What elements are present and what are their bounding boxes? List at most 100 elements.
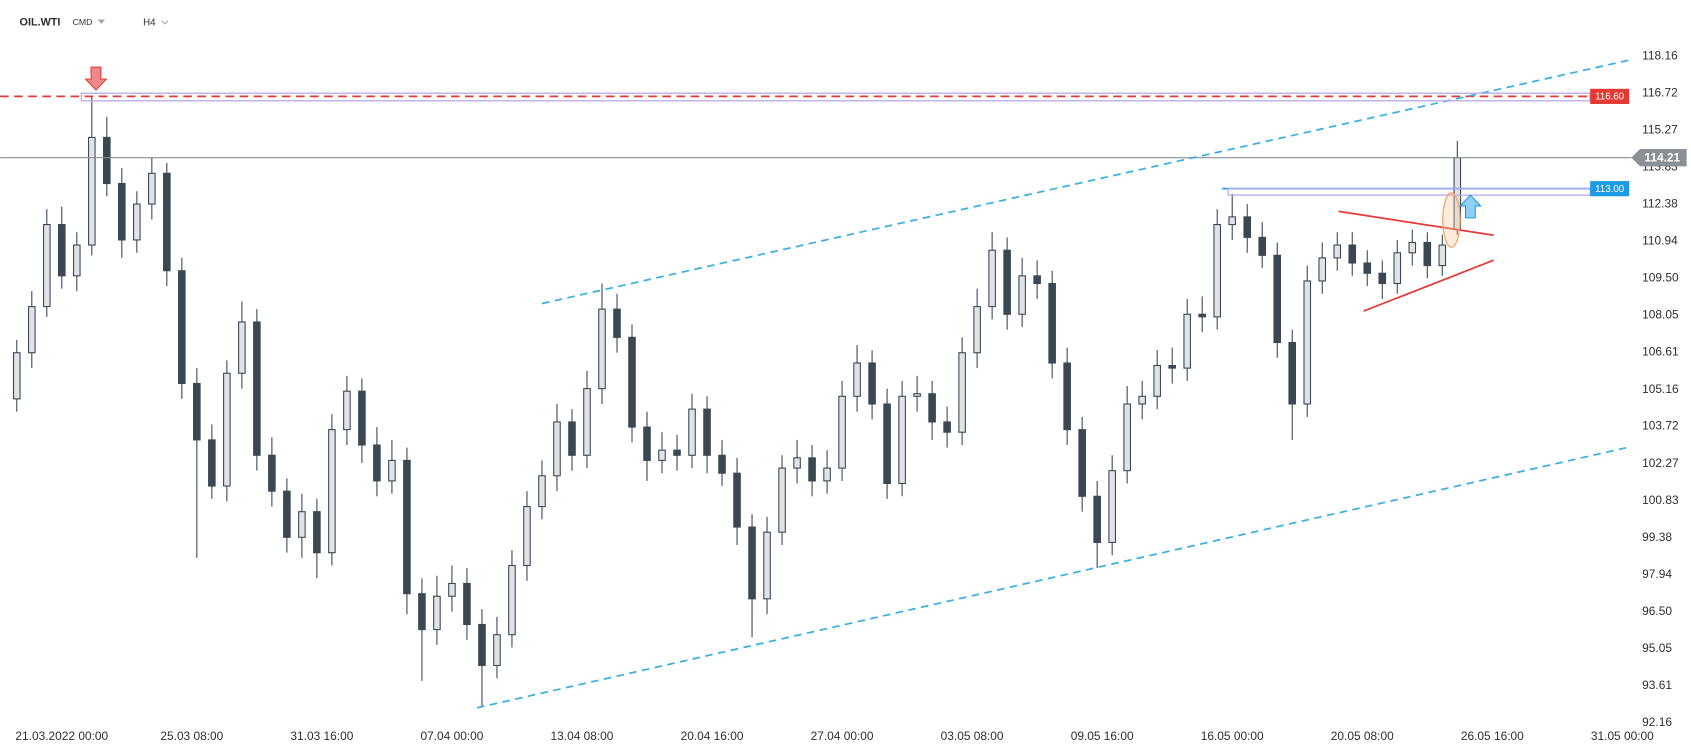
highlight-box [1227, 187, 1591, 196]
candle-body [403, 459, 411, 595]
candle-body [868, 362, 876, 405]
candle-body [1288, 341, 1297, 405]
candle-body [583, 388, 591, 456]
candle-body [688, 408, 696, 456]
interval[interactable]: H4 [143, 17, 156, 28]
candle-body [1393, 252, 1402, 285]
candle-body [988, 249, 996, 308]
candle-body [163, 172, 171, 272]
candle-body [463, 582, 471, 626]
y-tick-label: 115.27 [1642, 123, 1678, 137]
candle-body [1138, 395, 1146, 405]
candles [12, 96, 1462, 707]
triangle-lower [1363, 259, 1495, 312]
candle-body [598, 308, 606, 390]
x-tick-label: 21.03.2022 00:00 [15, 729, 108, 743]
y-tick-label: 97.94 [1642, 567, 1672, 581]
y-tick-label: 100.83 [1642, 493, 1679, 507]
candle-body [118, 183, 126, 241]
candle-body [1078, 429, 1086, 497]
x-tick-label: 07.04 00:00 [420, 729, 483, 743]
candle-body [808, 457, 816, 482]
y-tick-label: 99.38 [1642, 530, 1672, 544]
candle-body [973, 306, 981, 354]
y-tick-label: 105.16 [1642, 382, 1679, 396]
candle-body [793, 457, 801, 469]
y-tick-label: 102.27 [1642, 456, 1679, 470]
highlight-ellipse [1442, 192, 1461, 248]
x-tick-label: 31.03 16:00 [290, 729, 353, 743]
candle-body [928, 393, 936, 423]
channel-lower [476, 445, 1632, 709]
candle-body [913, 393, 921, 397]
candle-body [493, 634, 501, 667]
candle-body [523, 506, 531, 567]
candle-body [1048, 282, 1056, 364]
triangle-upper [1338, 210, 1494, 237]
candle-body [313, 511, 321, 554]
candle-body [43, 224, 51, 308]
x-tick-label: 20.05 08:00 [1331, 729, 1394, 743]
y-tick-label: 106.61 [1642, 345, 1679, 359]
axes: 118.16116.72115.27113.83112.38110.94109.… [15, 49, 1687, 743]
candle-body [958, 352, 966, 433]
candle-body [1108, 470, 1116, 543]
candle-body [748, 526, 756, 600]
candle-body [943, 421, 951, 433]
candle-body [1153, 365, 1161, 397]
y-tick-label: 109.50 [1642, 271, 1679, 285]
levels [0, 95, 1632, 190]
candle-body [373, 444, 381, 482]
x-tick-label: 27.04 00:00 [811, 729, 874, 743]
candle-body [178, 270, 186, 385]
candle-body [88, 136, 96, 246]
x-tick-label: 13.04 08:00 [551, 729, 614, 743]
candle-body [1333, 244, 1342, 259]
candle-body [343, 390, 351, 431]
candle-body [1168, 365, 1176, 369]
candle-body [27, 306, 36, 354]
candle-body [538, 475, 546, 508]
candle-body [253, 321, 261, 456]
candle-body [613, 308, 621, 338]
candle-body [763, 531, 771, 600]
y-tick-label: 96.50 [1642, 604, 1672, 618]
candle-body [1273, 254, 1282, 344]
dropdown-caret[interactable] [161, 20, 169, 25]
candle-body [73, 244, 81, 277]
candle-body [1318, 257, 1327, 282]
candle-body [1348, 244, 1357, 264]
candle-body [238, 321, 246, 374]
candle-body [1198, 313, 1206, 318]
down-arrow [84, 66, 108, 91]
dropdown-caret[interactable] [97, 19, 106, 24]
candle-body [703, 408, 711, 456]
y-tick-label: 92.16 [1642, 715, 1672, 729]
x-tick-label: 09.05 16:00 [1071, 729, 1134, 743]
candle-body [508, 564, 516, 636]
candle-body [853, 362, 861, 397]
candle-body [283, 490, 291, 538]
candle-body [1183, 313, 1191, 369]
candle-body [1228, 216, 1237, 226]
candle-body [1123, 403, 1131, 472]
candle-body [58, 224, 66, 277]
x-tick-label: 20.04 16:00 [681, 729, 744, 743]
y-tick-label: 116.72 [1642, 85, 1678, 99]
candle-body [658, 449, 666, 461]
up-arrow [1458, 194, 1482, 219]
x-tick-label: 03.05 08:00 [941, 729, 1004, 743]
candle-body [1378, 272, 1387, 285]
y-tick-label: 110.94 [1642, 234, 1678, 248]
candle-body [388, 459, 396, 482]
candle-body [433, 595, 441, 631]
candle-body [673, 449, 681, 456]
level-label: 113.00 [1595, 184, 1625, 195]
candle-body [1243, 216, 1252, 238]
candle-body [718, 454, 726, 474]
candle-body [568, 421, 576, 456]
candle-body [898, 395, 906, 485]
candle-body [1303, 280, 1312, 405]
candle-body [1033, 275, 1041, 285]
x-tick-label: 26.05 16:00 [1461, 729, 1524, 743]
